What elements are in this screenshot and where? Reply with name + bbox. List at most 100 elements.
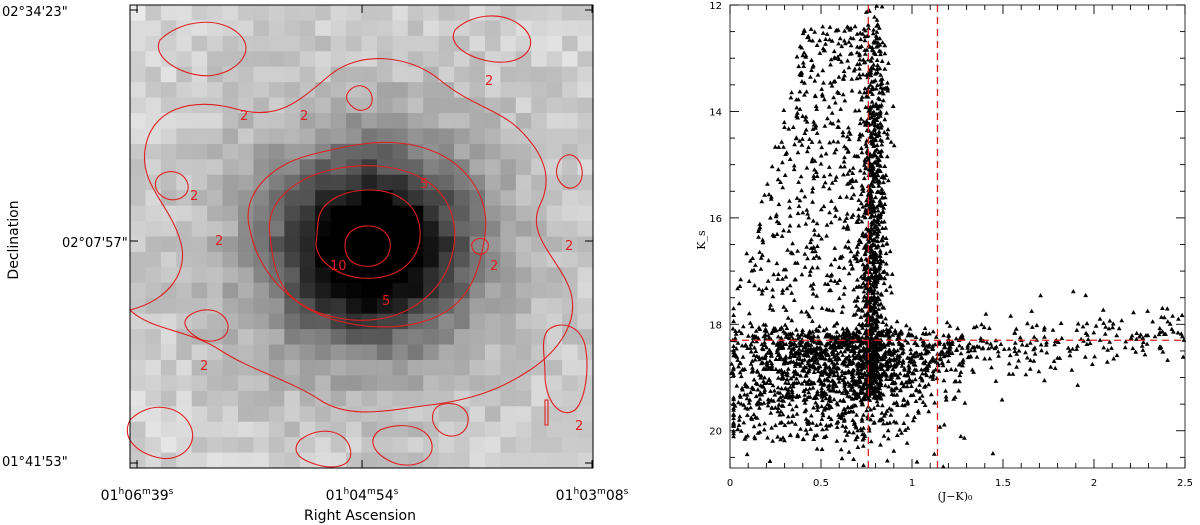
density-cell bbox=[238, 329, 255, 346]
density-cell bbox=[562, 5, 579, 22]
data-point bbox=[869, 194, 874, 199]
density-cell bbox=[145, 20, 162, 37]
density-cell bbox=[191, 66, 208, 83]
density-cell bbox=[469, 359, 486, 376]
density-cell bbox=[484, 66, 501, 83]
data-point bbox=[841, 331, 847, 336]
density-cell bbox=[130, 282, 147, 299]
data-point bbox=[926, 409, 932, 414]
density-cell bbox=[330, 298, 347, 315]
data-point bbox=[837, 389, 842, 394]
data-point bbox=[760, 288, 765, 293]
data-point bbox=[874, 57, 880, 62]
density-cell bbox=[423, 51, 440, 68]
data-point bbox=[876, 202, 882, 207]
density-cell bbox=[423, 344, 440, 361]
density-cell bbox=[315, 375, 332, 392]
data-point bbox=[836, 264, 842, 269]
data-point bbox=[862, 90, 867, 95]
data-point bbox=[1006, 346, 1012, 351]
density-cell bbox=[515, 5, 532, 22]
data-point bbox=[889, 380, 895, 385]
data-point bbox=[1139, 343, 1145, 348]
data-point bbox=[1017, 335, 1023, 340]
data-point bbox=[891, 419, 897, 424]
data-point bbox=[736, 301, 742, 306]
data-point bbox=[882, 43, 888, 48]
data-point bbox=[819, 236, 824, 241]
data-point bbox=[768, 196, 774, 201]
data-point bbox=[802, 353, 808, 358]
density-cell bbox=[500, 359, 517, 376]
data-point bbox=[858, 388, 864, 393]
data-point bbox=[853, 437, 859, 442]
data-point bbox=[794, 195, 800, 200]
density-cell bbox=[253, 82, 270, 99]
data-point bbox=[807, 366, 812, 371]
data-point bbox=[905, 340, 911, 345]
data-point bbox=[877, 198, 883, 203]
data-point bbox=[858, 314, 864, 319]
data-point bbox=[857, 89, 863, 94]
data-point bbox=[770, 438, 776, 443]
data-point bbox=[767, 377, 772, 382]
density-cell bbox=[454, 359, 471, 376]
density-cell bbox=[268, 159, 285, 176]
density-cell bbox=[130, 452, 147, 469]
data-point bbox=[813, 103, 819, 108]
data-point bbox=[842, 164, 847, 169]
data-point bbox=[785, 373, 790, 378]
data-point bbox=[826, 374, 832, 379]
data-point bbox=[757, 422, 762, 427]
density-cell bbox=[253, 406, 270, 423]
density-cell bbox=[253, 359, 270, 376]
data-point bbox=[768, 194, 774, 199]
data-point bbox=[954, 346, 960, 352]
data-point bbox=[872, 420, 877, 425]
data-point bbox=[1008, 313, 1014, 318]
data-point bbox=[831, 347, 837, 352]
density-cell bbox=[577, 282, 594, 299]
data-point bbox=[871, 164, 876, 169]
density-cell bbox=[160, 113, 177, 130]
data-point bbox=[996, 353, 1001, 358]
data-point bbox=[878, 313, 884, 318]
data-point bbox=[830, 342, 836, 347]
data-point bbox=[731, 350, 736, 355]
density-cell bbox=[160, 221, 177, 238]
data-point bbox=[790, 384, 796, 389]
data-point bbox=[849, 374, 855, 380]
data-point bbox=[1157, 329, 1163, 334]
data-point bbox=[874, 226, 880, 231]
data-point bbox=[881, 392, 886, 397]
data-point bbox=[770, 339, 776, 345]
data-point bbox=[856, 108, 862, 113]
data-point bbox=[860, 72, 866, 77]
data-point bbox=[777, 420, 783, 425]
data-point bbox=[854, 434, 860, 439]
data-point bbox=[827, 403, 833, 408]
data-point bbox=[948, 344, 953, 349]
data-point bbox=[862, 86, 868, 91]
density-cell bbox=[145, 221, 162, 238]
density-cell bbox=[299, 359, 316, 376]
data-point bbox=[796, 179, 801, 184]
density-cell bbox=[315, 5, 332, 22]
density-cell bbox=[191, 313, 208, 330]
data-point bbox=[768, 388, 773, 393]
data-point bbox=[860, 325, 865, 330]
data-point bbox=[813, 366, 818, 371]
density-cell bbox=[253, 282, 270, 299]
data-point bbox=[776, 345, 781, 350]
data-point bbox=[803, 416, 809, 421]
data-point bbox=[826, 386, 831, 391]
data-point bbox=[834, 369, 840, 374]
data-point bbox=[799, 188, 804, 193]
data-point bbox=[911, 353, 916, 358]
data-point bbox=[872, 336, 877, 341]
data-point bbox=[854, 412, 859, 417]
density-cell bbox=[531, 51, 548, 68]
density-cell bbox=[484, 344, 501, 361]
